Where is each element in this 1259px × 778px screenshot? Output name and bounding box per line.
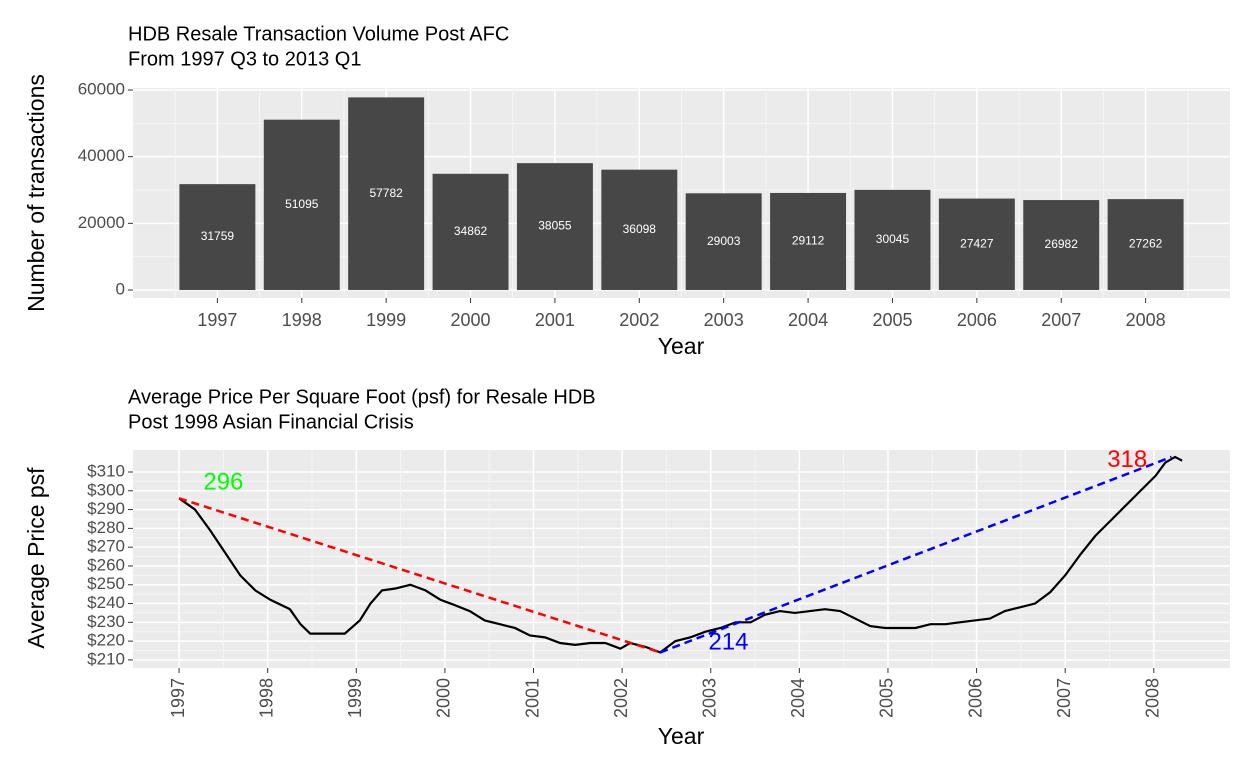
y-tick-label: $250 <box>87 574 125 593</box>
bar-value-label: 36098 <box>623 222 657 236</box>
y-axis-title: Average Price psf <box>23 467 49 649</box>
x-tick-label: 2006 <box>957 310 997 330</box>
y-tick-label: $240 <box>87 593 125 612</box>
x-tick-label: 2008 <box>1143 678 1163 718</box>
bar <box>516 163 593 290</box>
x-tick-label: 2004 <box>788 310 828 330</box>
trend-segment <box>659 455 1172 654</box>
bar <box>432 173 509 290</box>
y-tick-label: $220 <box>87 631 125 650</box>
y-tick-label: $310 <box>87 461 125 480</box>
x-tick-label: 2001 <box>522 678 542 718</box>
bar <box>938 198 1015 290</box>
x-tick-label: 2005 <box>872 310 912 330</box>
annotation: 318 <box>1107 446 1147 473</box>
chart-title: HDB Resale Transaction Volume Post AFC <box>128 23 509 45</box>
x-tick-label: 2000 <box>451 310 491 330</box>
x-tick-label: 1998 <box>282 310 322 330</box>
x-tick-label: 2007 <box>1054 678 1074 718</box>
annotation: 214 <box>708 628 748 655</box>
bar-value-label: 26982 <box>1045 237 1079 251</box>
bar-value-label: 34862 <box>454 224 488 238</box>
x-tick-label: 2006 <box>965 678 985 718</box>
x-tick-label: 1998 <box>256 678 276 718</box>
bar-value-label: 38055 <box>538 219 572 233</box>
x-tick-label: 2004 <box>788 678 808 718</box>
bar <box>1023 200 1100 290</box>
x-tick-label: 1999 <box>366 310 406 330</box>
x-tick-label: 2002 <box>611 678 631 718</box>
y-tick-label: $280 <box>87 518 125 537</box>
bar-value-label: 30045 <box>876 232 910 246</box>
y-axis-title: Number of transactions <box>23 74 49 312</box>
x-tick-label: 1997 <box>197 310 237 330</box>
chart-subtitle: From 1997 Q3 to 2013 Q1 <box>128 48 361 70</box>
bar-value-label: 27427 <box>960 236 994 250</box>
bar <box>770 192 847 290</box>
bar <box>1107 199 1184 290</box>
chart-subtitle: Post 1998 Asian Financial Crisis <box>128 411 414 433</box>
bar-value-label: 29112 <box>792 234 825 248</box>
x-tick-label: 1999 <box>345 678 365 718</box>
y-tick-label: 40000 <box>78 146 125 165</box>
y-tick-label: $290 <box>87 499 125 518</box>
y-tick-label: 0 <box>116 279 125 298</box>
x-tick-label: 2007 <box>1041 310 1081 330</box>
y-tick-label: $210 <box>87 649 125 668</box>
x-tick-label: 2003 <box>704 310 744 330</box>
x-tick-label: 2008 <box>1126 310 1166 330</box>
y-tick-label: $230 <box>87 612 125 631</box>
bar-value-label: 31759 <box>201 229 235 243</box>
x-axis-title: Year <box>658 723 705 749</box>
y-tick-label: $300 <box>87 480 125 499</box>
x-tick-label: 2001 <box>535 310 575 330</box>
x-axis-title: Year <box>658 333 705 359</box>
bar-value-label: 51095 <box>285 197 319 211</box>
x-tick-label: 2002 <box>619 310 659 330</box>
bar-value-label: 29003 <box>707 234 741 248</box>
bar <box>854 189 931 290</box>
x-tick-label: 2000 <box>434 678 454 718</box>
chart-title: Average Price Per Square Foot (psf) for … <box>128 386 596 408</box>
y-tick-label: $270 <box>87 537 125 556</box>
y-tick-label: $260 <box>87 555 125 574</box>
trend-segment <box>178 497 661 654</box>
annotation: 296 <box>203 469 243 496</box>
x-tick-label: 2005 <box>877 678 897 718</box>
y-tick-label: 20000 <box>78 213 125 232</box>
x-tick-label: 2003 <box>699 678 719 718</box>
bar <box>263 119 340 290</box>
bar <box>179 184 256 290</box>
x-tick-label: 1997 <box>168 678 188 718</box>
bar <box>685 193 762 290</box>
bar-value-label: 57782 <box>369 186 403 200</box>
bar-value-label: 27262 <box>1129 237 1163 251</box>
y-tick-label: 60000 <box>78 79 125 98</box>
price-line <box>178 455 1183 654</box>
bar <box>348 97 425 290</box>
bar <box>601 169 678 290</box>
